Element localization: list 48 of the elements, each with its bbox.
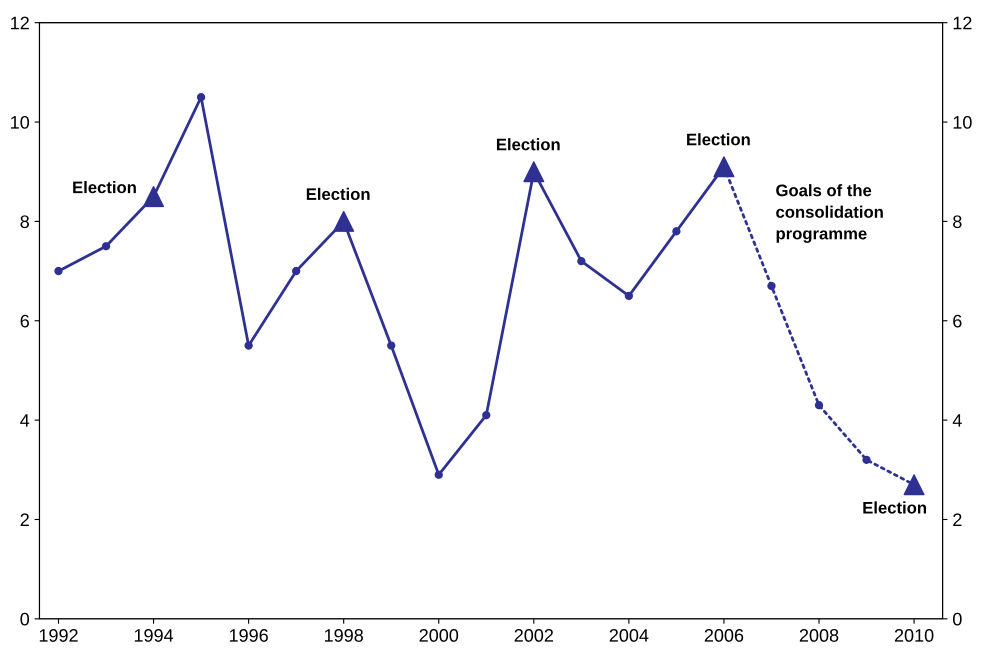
point: [482, 410, 490, 420]
point: [624, 292, 634, 300]
y2-tick-label: 10: [954, 116, 972, 129]
y-tick-label: 0: [20, 612, 30, 626]
annotation: Goals of the consolidation programme: [776, 184, 883, 243]
x-tick-label: 2002: [514, 629, 553, 642]
point: [904, 474, 925, 496]
y-tick-label: 2: [20, 513, 29, 526]
x-tick-label: 2006: [704, 629, 744, 642]
point: [102, 242, 110, 250]
point: [434, 470, 443, 479]
annotation: Election: [73, 181, 136, 194]
annotation: Election: [863, 501, 926, 514]
y-tick-label: 4: [20, 414, 30, 427]
point: [196, 93, 206, 102]
point: [862, 456, 871, 464]
point: [143, 186, 164, 208]
annotation: Election: [496, 138, 560, 150]
y-tick-label: 12: [11, 16, 29, 30]
x-tick-label: 2008: [800, 629, 838, 642]
y-tick-label: 10: [11, 116, 30, 129]
point: [333, 210, 354, 232]
y2-tick-label: 12: [954, 16, 972, 30]
x-tick-label: 2010: [894, 629, 934, 642]
y2-tick-label: 6: [953, 314, 962, 328]
point: [387, 341, 396, 350]
x-tick-label: 1992: [40, 629, 78, 642]
point: [672, 227, 681, 236]
annotation: Election: [306, 188, 370, 200]
x-tick-label: 1996: [230, 629, 268, 642]
y2-tick-label: 4: [952, 414, 962, 427]
y-tick-label: 8: [20, 215, 29, 228]
y-tick-label: 6: [20, 314, 29, 328]
point: [767, 282, 776, 290]
y2-tick-label: 8: [953, 215, 962, 228]
y2-tick-label: 2: [953, 513, 962, 526]
annotation: Election: [687, 133, 750, 146]
point: [577, 256, 586, 266]
x-tick-label: 1994: [134, 629, 174, 642]
x-tick-label: 1998: [324, 629, 363, 642]
point: [292, 266, 300, 276]
x-tick-label: 2004: [610, 629, 648, 642]
point: [54, 266, 63, 276]
x-tick-label: 2000: [420, 629, 458, 642]
point: [523, 161, 544, 182]
point: [244, 341, 253, 350]
point: [814, 401, 824, 410]
y2-tick-label: 0: [953, 612, 962, 626]
